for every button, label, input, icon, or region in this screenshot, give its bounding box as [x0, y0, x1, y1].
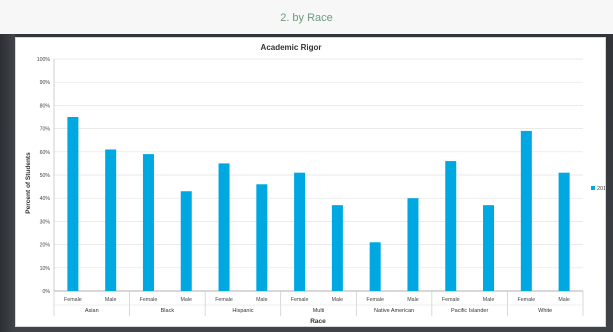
x-sub-label: Male: [256, 297, 268, 303]
bar-multi-male: [331, 205, 343, 291]
x-group-label: Pacific Islander: [451, 308, 488, 314]
x-group-label: White: [538, 308, 552, 314]
x-group-label: Black: [161, 308, 175, 314]
x-axis-label: Race: [310, 318, 326, 325]
y-tick-label: 0%: [43, 289, 51, 295]
bar-pacific-islander-male: [483, 205, 495, 291]
legend: 2015: [591, 186, 609, 192]
bar-asian-female: [67, 117, 79, 291]
bar-hispanic-female: [218, 163, 230, 291]
academic-rigor-chart: Academic Rigor Percent of Students Race …: [25, 43, 609, 325]
bar-native-american-male: [407, 198, 419, 291]
y-tick-label: 70%: [40, 127, 51, 133]
x-sub-label: Male: [407, 297, 419, 303]
x-sub-label: Male: [105, 297, 117, 303]
x-sub-label: Female: [215, 297, 233, 303]
x-group-label: Hispanic: [232, 308, 253, 314]
x-group-label: Asian: [85, 308, 99, 314]
x-sub-label: Male: [483, 297, 495, 303]
x-labels: Female Male Female Male Female Male Female Male…: [53, 291, 584, 316]
y-tick-labels: 0% 10% 20% 30% 40% 50% 60% 70% 80% 90% 100%: [37, 57, 51, 295]
y-tick-label: 10%: [40, 266, 51, 272]
x-sub-label: Male: [332, 297, 344, 303]
x-sub-label: Female: [366, 297, 384, 303]
y-axis-label: Percent of Students: [25, 152, 32, 214]
bar-pacific-islander-female: [445, 161, 457, 291]
y-tick-label: 30%: [40, 219, 51, 225]
x-sub-label: Male: [558, 297, 570, 303]
chart-container: Academic Rigor Percent of Students Race …: [15, 37, 609, 327]
x-group-label: Native American: [374, 308, 414, 314]
bar-white-female: [520, 130, 532, 291]
bar-white-male: [558, 172, 570, 291]
header-bar: 2. by Race: [0, 0, 613, 34]
y-tick-label: 90%: [40, 80, 51, 86]
bar-native-american-female: [369, 242, 381, 291]
left-background: [0, 34, 15, 332]
y-tick-label: 60%: [40, 150, 51, 156]
bars: [67, 117, 570, 291]
bar-multi-female: [294, 172, 306, 291]
legend-label: 2015: [597, 186, 605, 192]
grid-lines: [53, 58, 583, 292]
y-tick-label: 20%: [40, 243, 51, 249]
y-tick-label: 50%: [40, 173, 51, 179]
y-tick-label: 40%: [40, 196, 51, 202]
x-sub-label: Female: [64, 297, 82, 303]
x-sub-label: Female: [291, 297, 309, 303]
x-sub-label: Female: [442, 297, 460, 303]
bar-black-female: [142, 154, 154, 291]
chart-title: Academic Rigor: [261, 43, 322, 52]
bar-asian-male: [105, 149, 117, 291]
legend-swatch: [591, 186, 595, 190]
x-sub-label: Male: [181, 297, 193, 303]
bar-black-male: [180, 191, 192, 291]
y-tick-label: 80%: [40, 103, 51, 109]
y-tick-label: 100%: [37, 57, 51, 63]
section-title: 2. by Race: [280, 12, 333, 24]
x-sub-label: Female: [140, 297, 158, 303]
x-sub-label: Female: [517, 297, 535, 303]
x-group-label: Multi: [313, 308, 325, 314]
bar-hispanic-male: [256, 184, 268, 291]
